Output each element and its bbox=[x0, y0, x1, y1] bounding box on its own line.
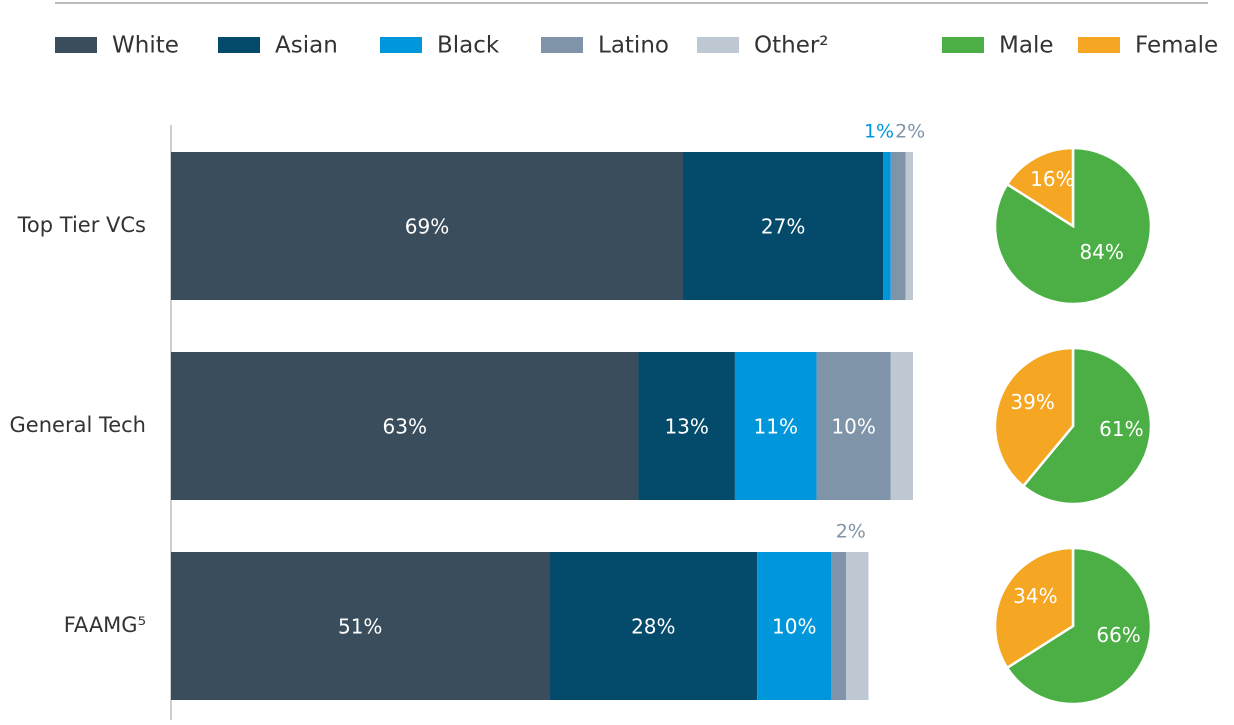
bar-segment bbox=[831, 552, 847, 700]
bar-segment bbox=[171, 152, 683, 300]
legend-label: Male bbox=[999, 33, 1053, 59]
bar-segment bbox=[638, 352, 735, 500]
bar-segment bbox=[682, 152, 884, 300]
value-label: 66% bbox=[1096, 623, 1140, 647]
legend-swatch bbox=[55, 37, 97, 53]
legend-label: Other² bbox=[754, 33, 829, 59]
pie-slice bbox=[993, 546, 1075, 670]
pie-slice bbox=[1005, 146, 1075, 229]
value-label: 11% bbox=[754, 415, 798, 439]
value-label: 51% bbox=[338, 615, 382, 639]
legend-swatch bbox=[697, 37, 739, 53]
value-label: 84% bbox=[1079, 240, 1123, 264]
value-label: 27% bbox=[761, 215, 805, 239]
category-label: FAAMG⁵ bbox=[64, 613, 146, 637]
bar-segment bbox=[890, 352, 913, 500]
value-label: 61% bbox=[1099, 417, 1143, 441]
bar-segment bbox=[883, 152, 891, 300]
legend-label: White bbox=[112, 33, 179, 59]
bar-segment bbox=[816, 352, 891, 500]
value-label: 63% bbox=[383, 415, 427, 439]
category-label: General Tech bbox=[10, 413, 146, 437]
bar-segment bbox=[846, 552, 869, 700]
value-label: 69% bbox=[405, 215, 449, 239]
pie-slice bbox=[1021, 346, 1153, 506]
value-label: 34% bbox=[1013, 584, 1057, 608]
value-label: 13% bbox=[664, 415, 708, 439]
legend-swatch bbox=[380, 37, 422, 53]
category-label: Top Tier VCs bbox=[17, 213, 146, 237]
bar-segment bbox=[171, 352, 639, 500]
legend-label: Female bbox=[1135, 33, 1218, 59]
value-label: 28% bbox=[631, 615, 675, 639]
bar-segment bbox=[757, 552, 832, 700]
value-label: 16% bbox=[1030, 167, 1074, 191]
legend-swatch bbox=[218, 37, 260, 53]
pie-slice bbox=[993, 346, 1075, 488]
bar-segment bbox=[171, 552, 550, 700]
bar-segment bbox=[549, 552, 758, 700]
legend-label: Black bbox=[437, 33, 500, 59]
legend-label: Asian bbox=[275, 33, 338, 59]
value-label: 1% bbox=[864, 121, 894, 143]
bar-segment bbox=[734, 352, 817, 500]
legend-swatch bbox=[1078, 37, 1120, 53]
legend-swatch bbox=[942, 37, 984, 53]
value-label: 10% bbox=[772, 615, 816, 639]
value-label: 2% bbox=[895, 121, 925, 143]
value-label: 2% bbox=[836, 521, 866, 543]
bar-segment bbox=[905, 152, 913, 300]
pie-slice bbox=[1005, 546, 1153, 706]
value-label: 39% bbox=[1010, 390, 1054, 414]
legend-swatch bbox=[541, 37, 583, 53]
pie-slice bbox=[993, 146, 1153, 306]
legend-label: Latino bbox=[598, 33, 669, 59]
value-label: 10% bbox=[831, 415, 875, 439]
bar-segment bbox=[890, 152, 906, 300]
